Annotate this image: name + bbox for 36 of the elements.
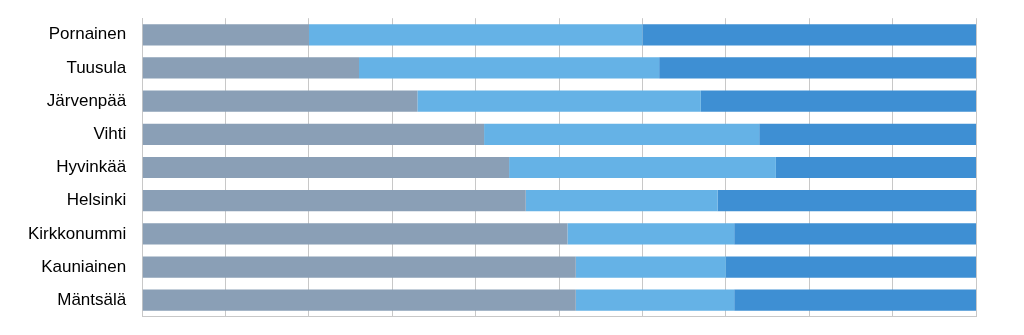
bar <box>142 156 510 179</box>
bar <box>308 24 643 46</box>
y-tick-label: Pornainen <box>48 24 127 44</box>
bar <box>659 57 976 79</box>
bar <box>509 156 776 179</box>
bar <box>700 90 976 112</box>
bar <box>725 256 976 278</box>
bar <box>417 90 701 112</box>
y-tick-label: Helsinki <box>66 190 127 210</box>
bar <box>142 190 526 212</box>
y-tick-label: Mäntsälä <box>57 289 127 309</box>
bar <box>142 256 576 278</box>
bar <box>642 24 976 46</box>
bar <box>575 256 726 278</box>
y-tick-label: Tuusula <box>66 57 127 77</box>
bar <box>759 123 976 145</box>
bar <box>142 123 485 145</box>
bar <box>567 223 735 245</box>
bar <box>142 90 418 112</box>
bar <box>359 57 660 79</box>
y-tick-label: Hyvinkää <box>56 157 127 177</box>
bar <box>775 156 976 179</box>
bar <box>142 24 309 46</box>
y-tick-label: Järvenpää <box>46 90 127 110</box>
y-tick-label: Kirkkonummi <box>27 223 127 243</box>
y-tick-label: Kauniainen <box>41 256 127 276</box>
bar <box>717 190 976 212</box>
bar <box>734 289 976 311</box>
bar <box>575 289 735 311</box>
bar <box>484 123 760 145</box>
bar <box>734 223 976 245</box>
bar <box>142 57 360 79</box>
bar <box>525 190 718 212</box>
bar <box>142 289 576 311</box>
y-tick-label: Vihti <box>93 124 127 144</box>
bar <box>142 223 568 245</box>
